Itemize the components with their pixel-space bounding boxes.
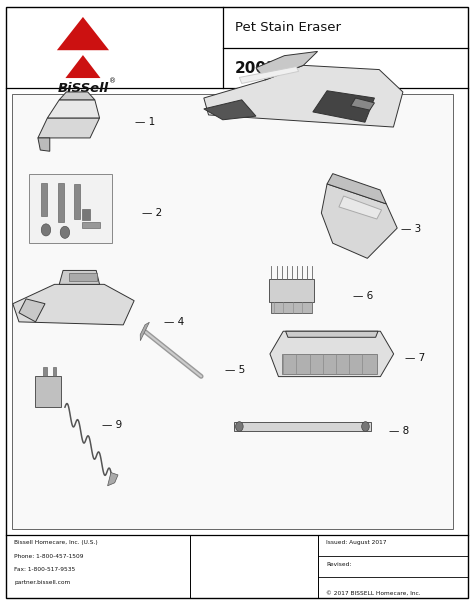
Text: — 4: — 4: [164, 317, 184, 327]
Polygon shape: [256, 51, 318, 80]
Bar: [74, 184, 80, 219]
Polygon shape: [239, 67, 299, 83]
Bar: [29, 174, 112, 243]
Text: — 9: — 9: [102, 420, 122, 430]
Polygon shape: [59, 270, 100, 284]
Text: ®: ®: [109, 78, 116, 84]
Bar: [282, 354, 376, 374]
Bar: [82, 222, 100, 228]
Polygon shape: [57, 17, 109, 50]
Polygon shape: [351, 98, 374, 110]
Polygon shape: [19, 299, 45, 322]
Polygon shape: [321, 184, 397, 258]
Text: © 2017 BISSELL Homecare, Inc.: © 2017 BISSELL Homecare, Inc.: [326, 590, 421, 595]
Text: — 3: — 3: [401, 224, 421, 234]
Polygon shape: [339, 196, 382, 219]
Polygon shape: [327, 174, 386, 204]
Bar: [43, 367, 47, 376]
Polygon shape: [285, 332, 378, 338]
Polygon shape: [204, 100, 256, 120]
Bar: [271, 302, 311, 313]
Polygon shape: [47, 100, 100, 118]
Text: — 5: — 5: [225, 365, 246, 375]
Text: — 7: — 7: [405, 353, 426, 363]
Bar: [82, 209, 90, 220]
Polygon shape: [59, 92, 95, 100]
Polygon shape: [108, 473, 118, 486]
Bar: [58, 183, 64, 222]
Text: 2003: 2003: [235, 60, 277, 76]
Text: Issued: August 2017: Issued: August 2017: [326, 540, 387, 545]
Polygon shape: [65, 55, 100, 78]
Bar: [41, 183, 47, 216]
Bar: [234, 422, 371, 431]
Circle shape: [236, 422, 243, 431]
Circle shape: [60, 226, 70, 238]
Polygon shape: [140, 322, 149, 341]
Text: — 2: — 2: [142, 208, 163, 218]
Polygon shape: [38, 138, 50, 151]
Polygon shape: [270, 332, 393, 376]
Text: partner.bissell.com: partner.bissell.com: [14, 580, 71, 585]
Text: Pet Stain Eraser: Pet Stain Eraser: [235, 21, 341, 34]
Text: Revised:: Revised:: [326, 562, 352, 567]
Polygon shape: [313, 91, 374, 122]
Text: — 8: — 8: [389, 426, 409, 436]
Text: Phone: 1-800-457-1509: Phone: 1-800-457-1509: [14, 554, 84, 558]
Text: — 1: — 1: [135, 117, 155, 127]
Bar: [12, 94, 453, 529]
Polygon shape: [204, 65, 403, 127]
Bar: [69, 273, 97, 281]
Bar: [53, 367, 56, 376]
Polygon shape: [38, 118, 100, 138]
Circle shape: [41, 224, 51, 236]
Bar: [269, 279, 314, 302]
Circle shape: [362, 422, 369, 431]
Bar: [35, 376, 61, 407]
Text: — 6: — 6: [353, 292, 374, 301]
Text: Bissell Homecare, Inc. (U.S.): Bissell Homecare, Inc. (U.S.): [14, 540, 98, 545]
Text: Fax: 1-800-517-9535: Fax: 1-800-517-9535: [14, 567, 75, 572]
Polygon shape: [13, 284, 134, 325]
Text: BiSSell: BiSSell: [57, 82, 109, 94]
